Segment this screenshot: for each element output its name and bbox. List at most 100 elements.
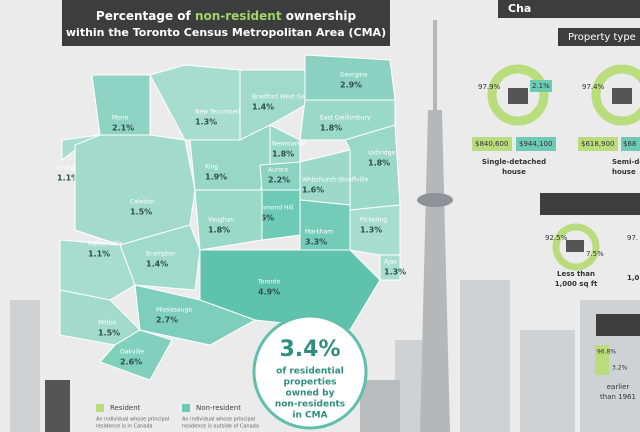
label: than 1961 bbox=[600, 393, 636, 401]
region-name: Toronto bbox=[257, 279, 280, 286]
region-pct: 1.3% bbox=[384, 268, 406, 277]
summary-text: in CMA bbox=[292, 411, 327, 421]
title: Percentage of non-resident ownership bbox=[96, 9, 357, 23]
map: Mono 2.1% Orangeville 1.1% New Tecumseth 1.3%… bbox=[57, 54, 406, 381]
title-line2: within the Toronto Census Metropolitan A… bbox=[66, 26, 386, 39]
region-name: Mississauga bbox=[156, 307, 192, 314]
house-icon bbox=[566, 240, 584, 252]
pct: 97.9% bbox=[478, 83, 501, 91]
region-name: Brampton bbox=[146, 251, 176, 258]
region-pct: 3.3% bbox=[305, 238, 327, 247]
label: house bbox=[502, 168, 526, 176]
price-box bbox=[516, 137, 556, 151]
pct: 92.5% bbox=[545, 234, 568, 242]
pct: 97. bbox=[627, 234, 638, 242]
summary-text: non-residents bbox=[275, 400, 345, 410]
region bbox=[239, 69, 306, 141]
label: earlier bbox=[607, 383, 630, 391]
region-pct: 1.4% bbox=[146, 260, 168, 269]
donut bbox=[552, 223, 600, 271]
region-name: Pickering bbox=[360, 217, 387, 224]
label: 1,0 bbox=[627, 274, 640, 282]
region-pct: 1.8% bbox=[208, 226, 230, 235]
region-pct: 3.6% bbox=[252, 214, 274, 223]
summary-text: of residential bbox=[276, 367, 344, 377]
region-pct: 2.1% bbox=[112, 124, 134, 133]
price-box bbox=[621, 137, 640, 151]
house-icon bbox=[508, 88, 528, 104]
house-icon bbox=[612, 88, 632, 104]
property-type: Property type bbox=[568, 32, 636, 43]
region-pct: 1.3% bbox=[195, 118, 217, 127]
property-type-box bbox=[558, 28, 640, 46]
region-name: Ajax bbox=[384, 259, 397, 266]
region-name: Oakville bbox=[120, 349, 144, 356]
label: house bbox=[612, 168, 636, 176]
region-name: Milton bbox=[98, 320, 117, 327]
region-name: Whitchurch-Stouffville bbox=[302, 177, 369, 184]
pct: 3.2% bbox=[612, 365, 628, 372]
price: $840,600 bbox=[475, 140, 508, 148]
region-name: Orangeville bbox=[57, 165, 92, 172]
region-pct: 1.3% bbox=[360, 226, 382, 235]
price: $944,100 bbox=[519, 140, 552, 148]
label: Less than bbox=[557, 270, 595, 278]
region-pct: 2.2% bbox=[268, 176, 290, 185]
region-pct: 1.8% bbox=[320, 124, 342, 133]
region-name: Markham bbox=[305, 229, 333, 236]
label: Semi-detach bbox=[612, 158, 640, 166]
region bbox=[99, 329, 173, 381]
title-highlight: non-resident bbox=[195, 9, 282, 23]
region-pct: 1.4% bbox=[252, 103, 274, 112]
legend-desc: residence is in Canada bbox=[96, 424, 153, 430]
region-name: New Tecumseth bbox=[195, 109, 242, 116]
pct: 96.8% bbox=[597, 349, 616, 356]
cn-tower bbox=[417, 20, 453, 432]
region-name: Bradford West Gwillimbury bbox=[252, 94, 333, 101]
price: $68 bbox=[623, 140, 636, 148]
bar-icon bbox=[595, 345, 609, 375]
title-part: Percentage of bbox=[96, 9, 195, 23]
region-pct: 2.7% bbox=[156, 316, 178, 325]
pct: 2.1% bbox=[532, 82, 550, 90]
title-box bbox=[62, 0, 390, 46]
summary-circle bbox=[252, 314, 368, 430]
pct-box bbox=[530, 80, 552, 92]
donut bbox=[487, 64, 549, 126]
region-pct: 2.6% bbox=[120, 358, 142, 367]
legend-label: Non-resident bbox=[196, 404, 241, 412]
region-pct: 1.1% bbox=[57, 174, 79, 183]
region-name: Caledon bbox=[130, 199, 155, 206]
summary-text: owned by bbox=[286, 389, 335, 399]
region-pct: 1.9% bbox=[205, 173, 227, 182]
title-part: ownership bbox=[282, 9, 357, 23]
label: 1,000 sq ft bbox=[555, 280, 598, 288]
legend-label: Resident bbox=[110, 404, 141, 412]
legend-desc: residence is outside of Canada bbox=[182, 424, 259, 430]
donut bbox=[591, 64, 640, 126]
region bbox=[379, 254, 401, 281]
legend-desc: An individual whose principal bbox=[182, 417, 255, 423]
region bbox=[134, 284, 257, 346]
region-name: East Gwillimbury bbox=[320, 115, 371, 122]
region bbox=[194, 189, 263, 251]
side-heading-box bbox=[498, 0, 640, 18]
legend-swatch bbox=[182, 404, 190, 412]
region-pct: 2.9% bbox=[340, 81, 362, 90]
pct: 97.4% bbox=[582, 83, 605, 91]
summary-text: properties bbox=[284, 378, 337, 388]
region-pct: 1.6% bbox=[302, 186, 324, 195]
region bbox=[344, 124, 401, 211]
pct: 7.5% bbox=[586, 250, 604, 258]
region-name: King bbox=[205, 164, 218, 171]
region-name: Uxbridge bbox=[368, 150, 396, 157]
region-pct: 1.5% bbox=[98, 329, 120, 338]
region-pct: 4.9% bbox=[258, 288, 280, 297]
legend-swatch bbox=[96, 404, 104, 412]
region-name: Newmarket bbox=[272, 141, 307, 148]
region-pct: 1.8% bbox=[368, 159, 390, 168]
summary-value: 3.4% bbox=[279, 337, 340, 362]
side-heading: Cha bbox=[508, 2, 531, 15]
